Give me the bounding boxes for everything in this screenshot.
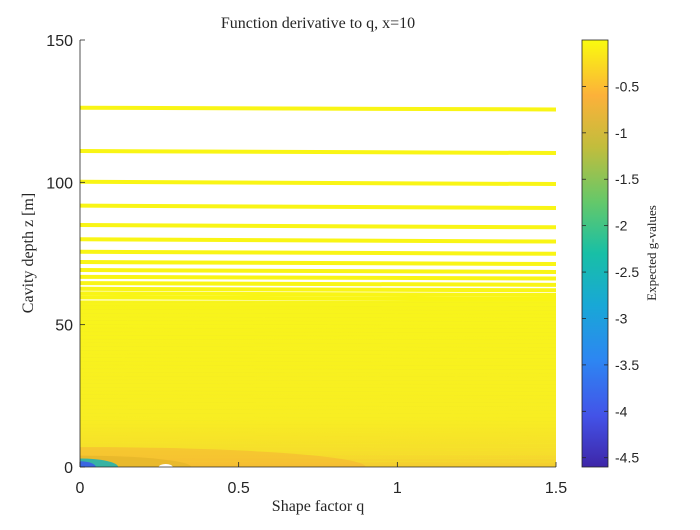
x-tick-label: 1 bbox=[393, 480, 402, 497]
texture-line bbox=[80, 394, 556, 396]
contour-band bbox=[80, 268, 556, 275]
colorbar: -0.5 -1 -1.5 -2 -2.5 -3 -3.5 -4 -4.5 bbox=[581, 39, 639, 468]
contour-band bbox=[80, 249, 556, 256]
x-tick-label: 1.5 bbox=[545, 480, 567, 497]
contour-band bbox=[80, 223, 556, 230]
texture-line bbox=[80, 353, 556, 355]
texture-line bbox=[80, 427, 556, 429]
texture-line bbox=[80, 364, 556, 367]
y-tick-label: 50 bbox=[55, 318, 73, 335]
texture-line bbox=[80, 435, 556, 437]
contour-band bbox=[80, 274, 556, 281]
texture-line bbox=[80, 398, 556, 400]
texture-line bbox=[80, 375, 556, 378]
y-tick-label: 150 bbox=[46, 33, 73, 50]
colorbar-label: Expected g-values bbox=[644, 205, 659, 301]
texture-line bbox=[80, 361, 556, 363]
heatmap-layer bbox=[80, 105, 556, 467]
texture-line bbox=[80, 390, 556, 392]
texture-line bbox=[80, 420, 556, 422]
colorbar-tick-label: -3 bbox=[615, 310, 628, 326]
texture-line bbox=[80, 401, 556, 404]
colorbar-tick-label: -2 bbox=[615, 218, 628, 234]
texture-line bbox=[80, 416, 556, 418]
texture-line bbox=[80, 305, 556, 307]
texture-line bbox=[80, 331, 556, 333]
texture-line bbox=[80, 372, 556, 374]
colorbar-tick-label: -4.5 bbox=[615, 450, 639, 466]
y-axis-label: Cavity depth z [m] bbox=[20, 193, 37, 313]
texture-line bbox=[80, 379, 556, 381]
texture-line bbox=[80, 327, 556, 330]
texture-line bbox=[80, 446, 556, 448]
colorbar-tick-label: -1.5 bbox=[615, 171, 639, 187]
contour-band bbox=[80, 203, 556, 210]
texture-line bbox=[80, 438, 556, 441]
x-tick-label: 0 bbox=[76, 480, 85, 497]
contour-band bbox=[80, 286, 556, 293]
texture-line bbox=[80, 368, 556, 370]
low-value-region bbox=[80, 461, 96, 467]
contour-band bbox=[80, 149, 556, 156]
texture-line bbox=[80, 342, 556, 344]
x-axis-label: Shape factor q bbox=[272, 498, 364, 515]
y-tick-label: 0 bbox=[64, 460, 73, 477]
texture-line bbox=[80, 316, 556, 318]
contour-band bbox=[80, 179, 556, 187]
texture-line bbox=[80, 383, 556, 385]
gap-region bbox=[158, 464, 173, 467]
contour-band bbox=[80, 281, 556, 287]
contour-band bbox=[80, 291, 556, 298]
x-tick-label: 0.5 bbox=[228, 480, 250, 497]
texture-line bbox=[80, 350, 556, 352]
texture-line bbox=[80, 424, 556, 426]
colorbar-tick-label: -0.5 bbox=[615, 78, 639, 94]
texture-line bbox=[80, 301, 556, 304]
colorbar-tick-label: -2.5 bbox=[615, 264, 639, 280]
colorbar-tick-label: -1 bbox=[615, 125, 628, 141]
contour-band bbox=[80, 237, 556, 244]
contour-band bbox=[80, 105, 556, 112]
colorbar-gradient bbox=[581, 39, 609, 468]
colorbar-tick-label: -4 bbox=[615, 403, 628, 419]
texture-line bbox=[80, 335, 556, 337]
texture-line bbox=[80, 409, 556, 411]
texture-line bbox=[80, 309, 556, 311]
texture-line bbox=[80, 387, 556, 389]
texture-line bbox=[80, 357, 556, 359]
texture-line bbox=[80, 442, 556, 444]
texture-line bbox=[80, 346, 556, 348]
texture-line bbox=[80, 431, 556, 433]
texture-line bbox=[80, 412, 556, 415]
contour-band bbox=[80, 295, 556, 302]
colorbar-tick-label: -3.5 bbox=[615, 357, 639, 373]
texture-line bbox=[80, 405, 556, 407]
contour-band bbox=[80, 260, 556, 267]
texture-line bbox=[80, 324, 556, 326]
texture-line bbox=[80, 320, 556, 322]
texture-line bbox=[80, 338, 556, 341]
y-tick-label: 100 bbox=[46, 175, 73, 192]
chart-title: Function derivative to q, x=10 bbox=[221, 15, 415, 32]
texture-line bbox=[80, 313, 556, 315]
axes: 0 0.5 1 1.5 0 50 100 150 bbox=[46, 33, 567, 497]
